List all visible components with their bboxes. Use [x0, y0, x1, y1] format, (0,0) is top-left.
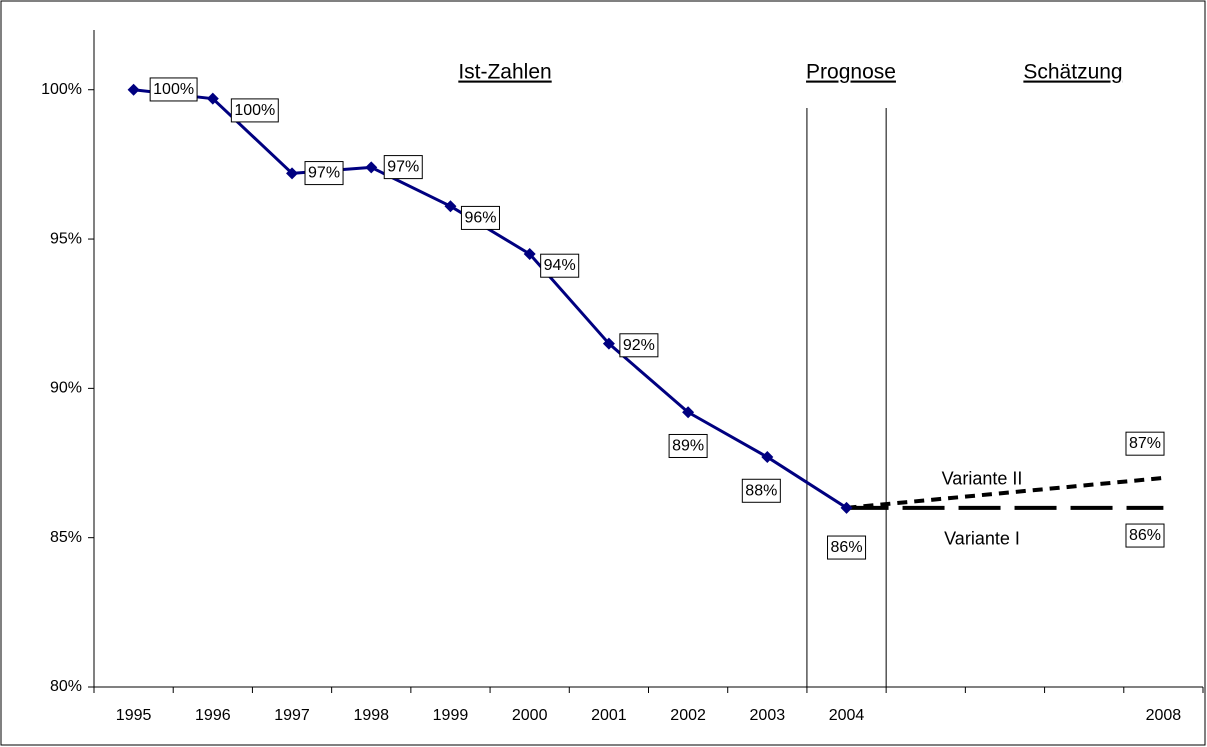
data-label: 86% — [831, 539, 863, 556]
data-label: 100% — [153, 81, 194, 98]
x-tick-label: 1998 — [353, 707, 389, 724]
data-label: 94% — [544, 257, 576, 274]
y-tick-label: 90% — [50, 380, 82, 397]
data-label-box — [149, 77, 198, 102]
data-label-box — [304, 161, 344, 186]
x-tick-label: 1996 — [195, 707, 231, 724]
data-label: 97% — [387, 159, 419, 176]
series-name: Variante II — [942, 469, 1023, 489]
x-tick-label: 1999 — [433, 707, 469, 724]
x-tick-label: 2004 — [829, 707, 865, 724]
data-label: 96% — [464, 209, 496, 226]
data-label-box — [383, 155, 423, 180]
section-label: Prognose — [806, 61, 896, 84]
y-tick-label: 95% — [50, 230, 82, 247]
data-label-box — [460, 205, 500, 230]
data-label-box — [827, 535, 867, 560]
marker — [206, 92, 219, 105]
series-line — [846, 475, 1164, 510]
marker — [840, 501, 853, 514]
marker — [365, 161, 378, 174]
marker — [682, 406, 695, 419]
data-label-box — [1125, 523, 1165, 548]
data-label-box — [230, 98, 279, 123]
section-label: Ist-Zahlen — [458, 61, 551, 84]
data-label-box — [741, 478, 781, 503]
data-label: 89% — [672, 437, 704, 454]
marker — [523, 247, 536, 260]
x-tick-label: 2003 — [750, 707, 786, 724]
marker — [444, 200, 457, 213]
data-label: 97% — [308, 165, 340, 182]
y-tick-label: 85% — [50, 529, 82, 546]
marker — [761, 451, 774, 464]
x-tick-label: 2000 — [512, 707, 548, 724]
marker — [127, 83, 140, 96]
series-line — [133, 88, 848, 510]
x-tick-label: 2008 — [1146, 707, 1182, 724]
data-label-box — [1125, 431, 1165, 456]
y-tick-label: 80% — [50, 678, 82, 695]
data-label: 88% — [745, 482, 777, 499]
x-tick-label: 1997 — [274, 707, 310, 724]
data-label: 87% — [1129, 435, 1161, 452]
y-tick-label: 100% — [41, 81, 82, 98]
marker — [602, 337, 615, 350]
data-label: 100% — [234, 102, 275, 119]
series-name: Variante I — [944, 529, 1020, 549]
section-label: Schätzung — [1023, 61, 1122, 84]
x-tick-label: 2002 — [670, 707, 706, 724]
x-tick-label: 1995 — [116, 707, 152, 724]
data-label-box — [668, 433, 708, 458]
data-label-box — [619, 333, 659, 358]
x-tick-label: 2001 — [591, 707, 627, 724]
data-label-box — [540, 253, 580, 278]
data-label: 92% — [623, 337, 655, 354]
marker — [286, 167, 299, 180]
data-label: 86% — [1129, 527, 1161, 544]
